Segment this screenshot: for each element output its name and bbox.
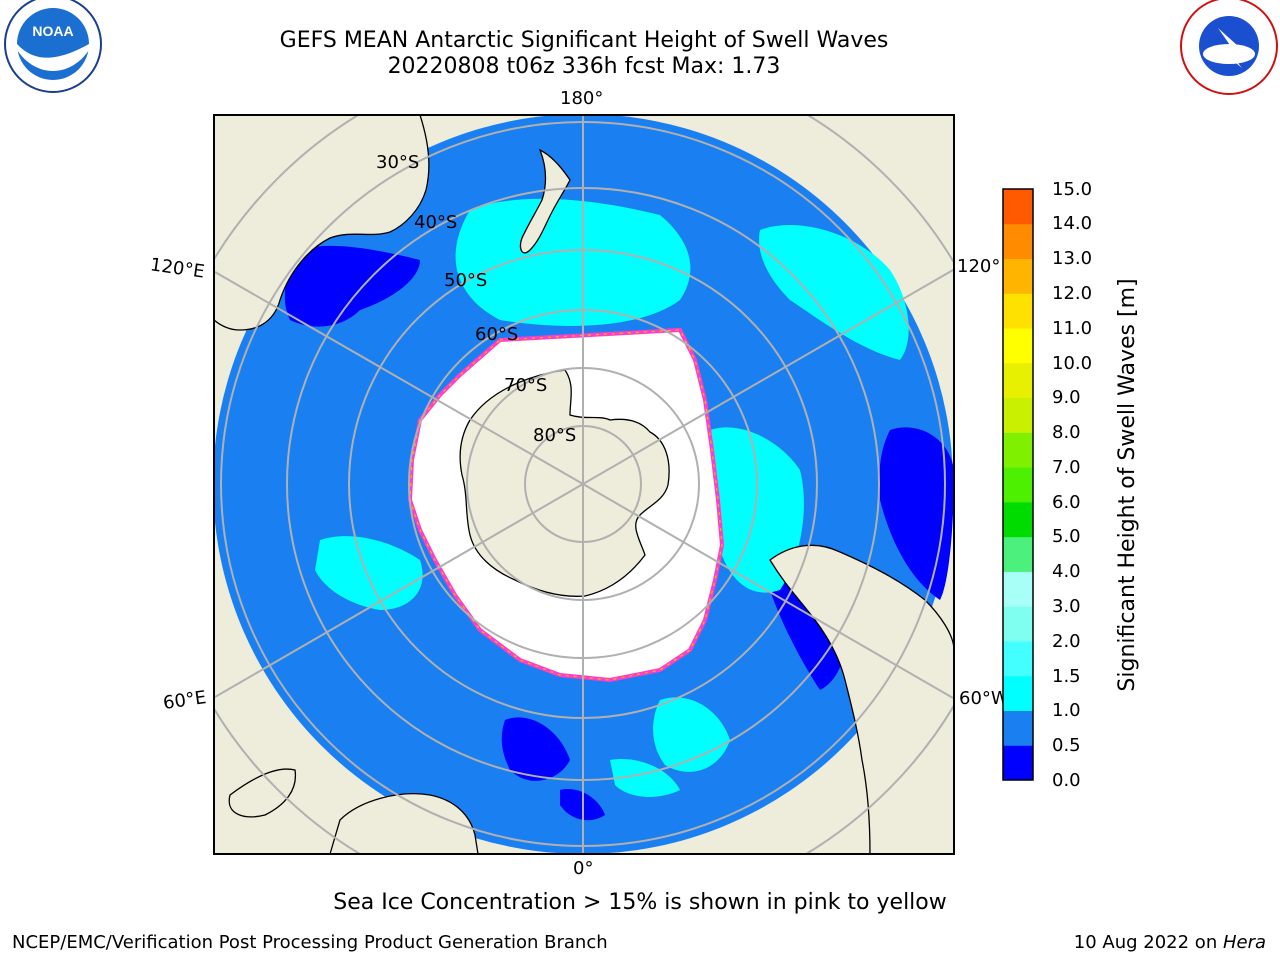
nws-logo — [1180, 0, 1278, 95]
colorbar-tick: 13.0 — [1052, 248, 1093, 269]
colorbar-tick: 0.5 — [1052, 735, 1081, 756]
date-text: 10 Aug 2022 on — [1073, 932, 1223, 953]
colorbar-bin — [1003, 571, 1033, 607]
lat-label-60s: 60°S — [475, 324, 519, 345]
colorbar-tick: 8.0 — [1052, 422, 1081, 443]
lon-label-60w: 60°W — [959, 688, 1003, 709]
lon-label-180: 180° — [560, 88, 604, 109]
colorbar-bin — [1003, 536, 1033, 572]
colorbar-bin — [1003, 328, 1033, 364]
lat-label-80s: 80°S — [533, 425, 577, 446]
colorbar-label: Significant Height of Swell Waves [m] — [1115, 278, 1140, 692]
new-zealand-landmass — [519, 148, 571, 254]
lat-label-50s: 50°S — [444, 270, 488, 291]
colorbar-tick: 3.0 — [1052, 596, 1081, 617]
africa-landmass — [329, 793, 479, 854]
date-stamp: 10 Aug 2022 on Hera — [1074, 932, 1266, 953]
sea-ice-edge-yellow — [409, 329, 723, 681]
colorbar-bin — [1003, 467, 1033, 503]
antarctica-landmass — [459, 369, 670, 597]
colorbar-tick: 1.0 — [1052, 700, 1081, 721]
map-frame — [213, 114, 955, 855]
longitude-lines — [214, 115, 954, 854]
colorbar-bin — [1003, 501, 1033, 538]
colorbar-tick: 6.0 — [1052, 492, 1081, 513]
noaa-logo-text: NOAA — [32, 23, 73, 39]
chart-title: GEFS MEAN Antarctic Significant Height o… — [279, 28, 889, 53]
colorbar-tick: 10.0 — [1052, 353, 1093, 374]
colorbar-tick: 1.5 — [1052, 666, 1081, 687]
colorbar-bin — [1003, 258, 1033, 294]
colorbar-tick: 11.0 — [1052, 318, 1093, 339]
colorbar-bin — [1003, 606, 1033, 642]
credit-text: NCEP/EMC/Verification Post Processing Pr… — [12, 932, 608, 953]
mid-swell-regions — [315, 198, 909, 797]
lon-label-0: 0° — [573, 858, 594, 879]
colorbar-bin — [1003, 640, 1033, 677]
colorbar-tick: 4.0 — [1052, 561, 1081, 582]
south-america-landmass — [769, 544, 954, 854]
machine-name: Hera — [1222, 932, 1266, 953]
noaa-logo: NOAA — [4, 0, 102, 93]
colorbar-tick: 0.0 — [1052, 770, 1081, 791]
colorbar-bin — [1003, 223, 1033, 260]
australia-landmass — [214, 115, 430, 331]
sea-ice-note: Sea Ice Concentration > 15% is shown in … — [333, 890, 947, 915]
colorbar-bin — [1003, 432, 1033, 468]
colorbar-bin — [1003, 397, 1033, 433]
colorbar-bin — [1003, 362, 1033, 399]
colorbar-tick: 12.0 — [1052, 283, 1093, 304]
colorbar-bin — [1003, 745, 1033, 781]
lat-label-40s: 40°S — [414, 212, 458, 233]
colorbar-bin — [1003, 710, 1033, 746]
colorbar-frame — [1002, 188, 1034, 781]
colorbar-bin — [1003, 675, 1033, 711]
colorbar-tick: 15.0 — [1052, 179, 1093, 200]
lat-label-70s: 70°S — [504, 375, 548, 396]
colorbar — [1003, 189, 1033, 781]
colorbar-tick: 2.0 — [1052, 631, 1081, 652]
colorbar-bin — [1003, 293, 1033, 329]
low-swell-regions — [284, 245, 954, 821]
chart-subtitle: 20220808 t06z 336h fcst Max: 1.73 — [387, 54, 781, 79]
lat-label-30s: 30°S — [376, 152, 420, 173]
colorbar-tick: 5.0 — [1052, 526, 1081, 547]
colorbar-tick: 14.0 — [1052, 213, 1093, 234]
madagascar-landmass — [228, 768, 297, 818]
colorbar-tick: 7.0 — [1052, 457, 1081, 478]
colorbar-tick: 9.0 — [1052, 387, 1081, 408]
colorbar-bin — [1003, 189, 1033, 225]
lon-label-120w: 120°W — [957, 256, 1001, 277]
